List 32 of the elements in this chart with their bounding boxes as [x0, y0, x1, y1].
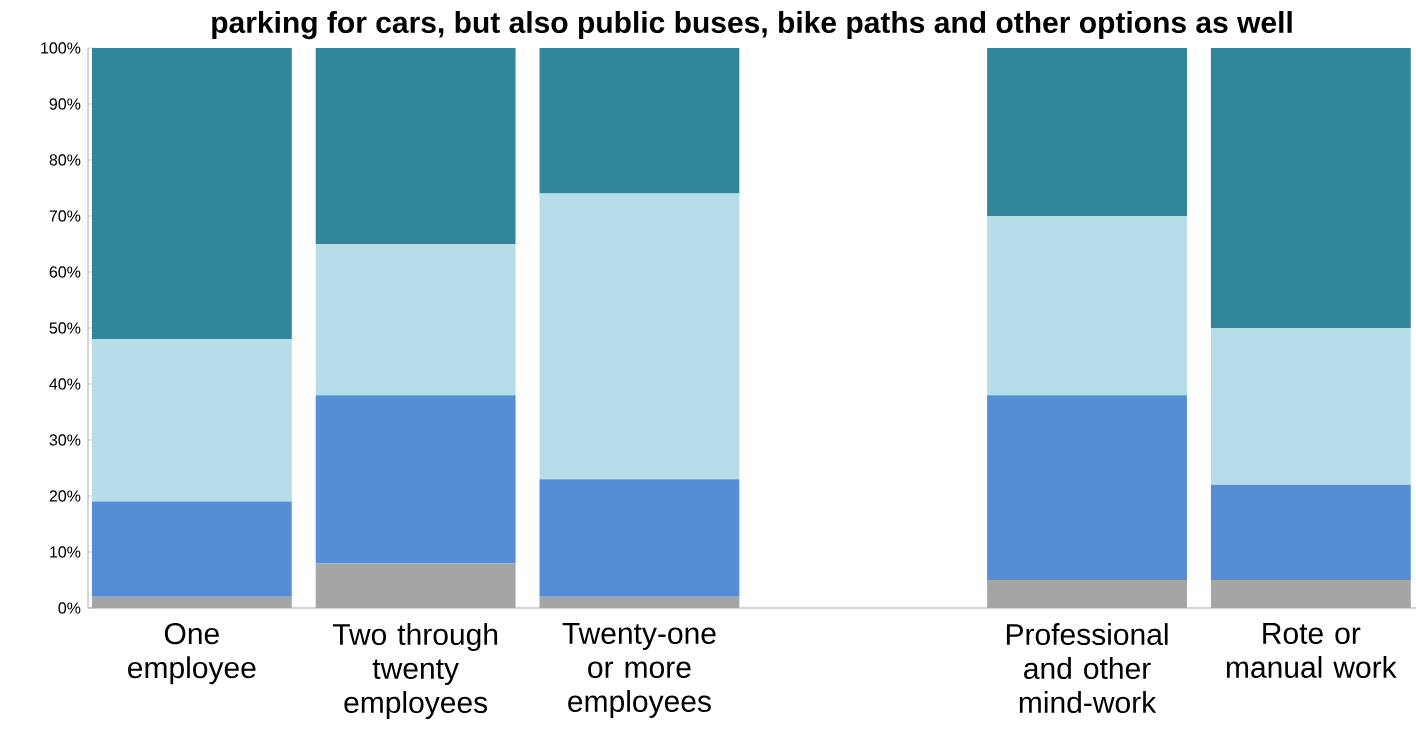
bar: [539, 47, 740, 194]
bar: [987, 215, 1187, 396]
bar: [539, 479, 740, 597]
y-tick-label: 70%: [49, 210, 81, 222]
y-tick-label: 10%: [50, 546, 81, 558]
bar: [987, 47, 1187, 216]
bar: [315, 395, 516, 564]
y-tick-label: 60%: [49, 266, 81, 278]
bar: [987, 395, 1187, 580]
bar: [91, 47, 292, 340]
y-tick-label: 80%: [49, 154, 81, 166]
y-tick-label: 50%: [49, 322, 81, 334]
y-tick-label: 40%: [49, 378, 81, 390]
y-tick-label: 0%: [58, 602, 81, 614]
bar: [1210, 47, 1411, 328]
bar: [539, 193, 740, 480]
x-tick-label: Twenty-one or more employees: [562, 623, 716, 718]
bar: [1210, 328, 1411, 485]
y-tick-label: 30%: [49, 434, 81, 446]
y-tick-label: 90%: [49, 98, 81, 110]
y-tick-label: 100%: [41, 42, 81, 54]
bar: [1210, 484, 1411, 580]
bar: [315, 244, 516, 396]
x-tick-label: Professional and other mind-work: [1006, 623, 1168, 714]
x-tick-label: Two through twenty employees: [332, 623, 498, 720]
bar: [91, 339, 292, 502]
y-tick-label: 20%: [49, 490, 81, 502]
chart-title: parking for cars, but also public buses, bike paths and other options as well: [212, 11, 1292, 40]
bar: [91, 501, 292, 597]
x-tick-label: One employee: [128, 623, 256, 685]
bar: [315, 47, 516, 244]
x-tick-label: Rote or manual work: [1226, 623, 1397, 678]
